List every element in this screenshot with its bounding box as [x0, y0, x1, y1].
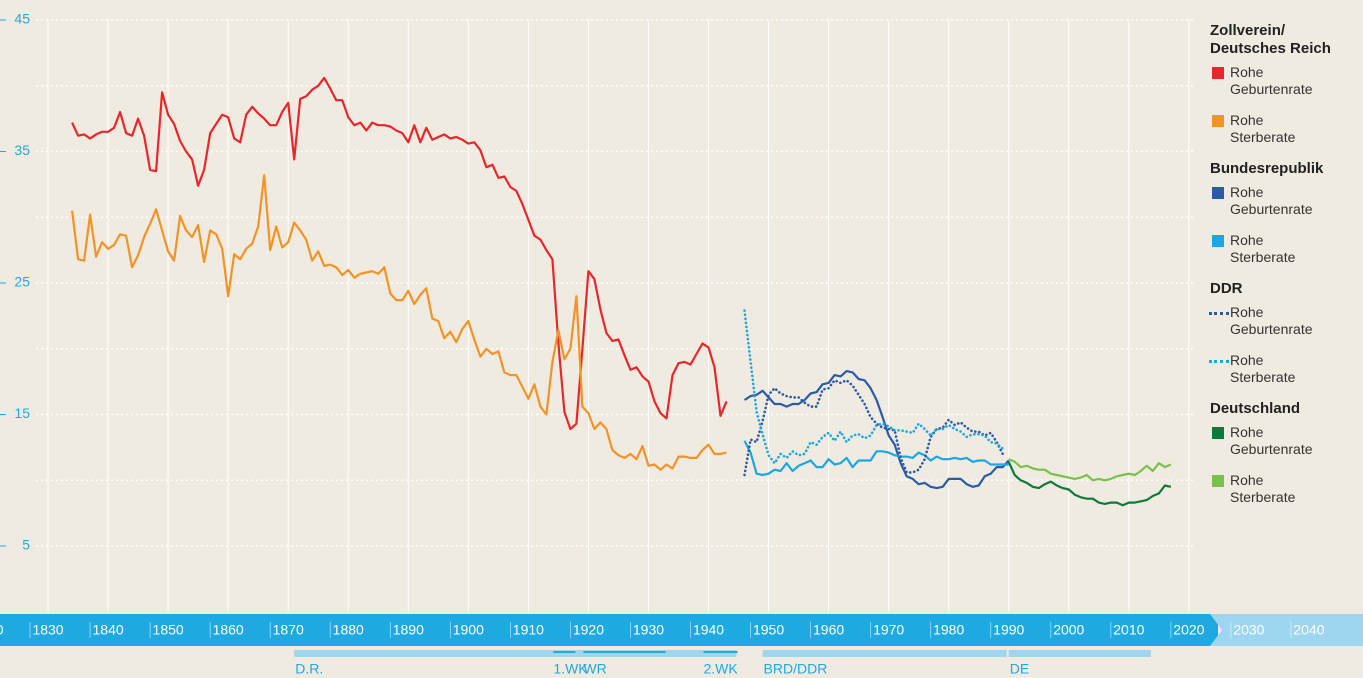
legend-entry: Rohe Geburtenrate: [1210, 424, 1325, 458]
period-label: D.R.: [295, 661, 323, 677]
legend-swatch: [1209, 360, 1229, 363]
x-tick-label: 1960: [813, 622, 844, 638]
y-tick-label: 15: [14, 405, 30, 421]
legend-swatch: [1212, 187, 1224, 199]
legend-swatch: [1212, 235, 1224, 247]
x-tick-label: 1840: [93, 622, 124, 638]
legend-entry: Rohe Sterberate: [1210, 232, 1325, 266]
x-tick-label: 2010: [1113, 622, 1144, 638]
x-tick-label: 1970: [873, 622, 904, 638]
x-tick-label: 1910: [513, 622, 544, 638]
legend-label: Rohe Geburtenrate: [1230, 424, 1313, 457]
legend-group-title: Bundesrepublik: [1210, 160, 1324, 177]
y-tick-label: 25: [14, 274, 30, 290]
legend-entry: Rohe Sterberate: [1209, 352, 1325, 386]
line: [743, 378, 1005, 477]
x-tick-label: 1900: [453, 622, 484, 638]
legend-swatch: [1212, 475, 1224, 487]
x-axis-arrow: [1210, 614, 1363, 646]
line: [1008, 458, 1172, 482]
line: [71, 76, 728, 431]
x-tick-label: 1850: [153, 622, 184, 638]
x-tick-label: 2030: [1233, 622, 1264, 638]
y-tick-label: 45: [14, 11, 30, 27]
x-tick-label: 1980: [933, 622, 964, 638]
legend-entry: Rohe Geburtenrate: [1210, 184, 1325, 218]
x-axis-band: [0, 614, 1218, 646]
legend-group-title: Deutschland: [1210, 400, 1301, 417]
x-tick-label: 1990: [993, 622, 1024, 638]
x-tick-label: 1950: [753, 622, 784, 638]
x-tick-label: 1930: [633, 622, 664, 638]
y-tick-label: 5: [22, 537, 30, 553]
period-bar: [703, 651, 738, 653]
legend-swatch: [1209, 312, 1229, 315]
legend-label: Rohe Geburtenrate: [1230, 304, 1313, 337]
period-label: 2.WK: [704, 661, 739, 677]
legend-entry: Rohe Geburtenrate: [1209, 304, 1325, 338]
grid: [36, 19, 1195, 612]
legend-group-title: Zollverein/ Deutsches Reich: [1210, 22, 1331, 57]
x-tick-label: 1860: [213, 622, 244, 638]
x-tick-label: 2040: [1293, 622, 1324, 638]
period-bar: [1008, 650, 1151, 657]
marks: 1820 1830 1840 1850 1860 1870 1880 1890 1900 1910…: [0, 11, 1325, 677]
line: [743, 440, 1009, 477]
legend-label: Rohe Sterberate: [1230, 112, 1296, 145]
period-label: WR: [583, 661, 606, 677]
period-bar: [294, 650, 737, 657]
legend-swatch: [1212, 67, 1224, 79]
period-label: 1.WK: [553, 661, 588, 677]
x-tick-label: 1820: [0, 622, 4, 638]
x-tick-label: 1830: [32, 622, 63, 638]
line: [743, 370, 1010, 490]
x-tick-label: 2020: [1173, 622, 1204, 638]
legend-swatch: [1212, 427, 1224, 439]
x-tick-label: 1940: [693, 622, 724, 638]
x-tick-label: 1920: [573, 622, 604, 638]
legend-label: Rohe Geburtenrate: [1230, 184, 1313, 217]
period-label: DE: [1010, 661, 1029, 677]
x-tick-label: 2000: [1053, 622, 1084, 638]
line: [71, 174, 727, 471]
legend-entry: Rohe Geburtenrate: [1210, 64, 1325, 98]
x-tick-label: 1870: [273, 622, 304, 638]
legend-entry: Rohe Sterberate: [1210, 112, 1325, 146]
legend-group-title: DDR: [1210, 280, 1243, 297]
legend-label: Rohe Geburtenrate: [1230, 64, 1313, 97]
period-label: BRD/DDR: [764, 661, 828, 677]
period-bar: [762, 650, 1007, 657]
legend-entry: Rohe Sterberate: [1210, 472, 1325, 506]
legend-swatch: [1212, 115, 1224, 127]
y-tick-label: 35: [14, 142, 30, 158]
legend-label: Rohe Sterberate: [1230, 472, 1296, 505]
x-tick-label: 1890: [393, 622, 424, 638]
x-tick-label: 1880: [333, 622, 364, 638]
period-bar: [553, 651, 576, 653]
line: [743, 309, 1005, 465]
period-bar: [583, 651, 666, 653]
legend: Zollverein/ Deutsches Reich Rohe Geburten…: [1209, 12, 1360, 520]
legend-label: Rohe Sterberate: [1230, 232, 1296, 265]
line: [1007, 461, 1172, 507]
legend-label: Rohe Sterberate: [1230, 352, 1296, 385]
